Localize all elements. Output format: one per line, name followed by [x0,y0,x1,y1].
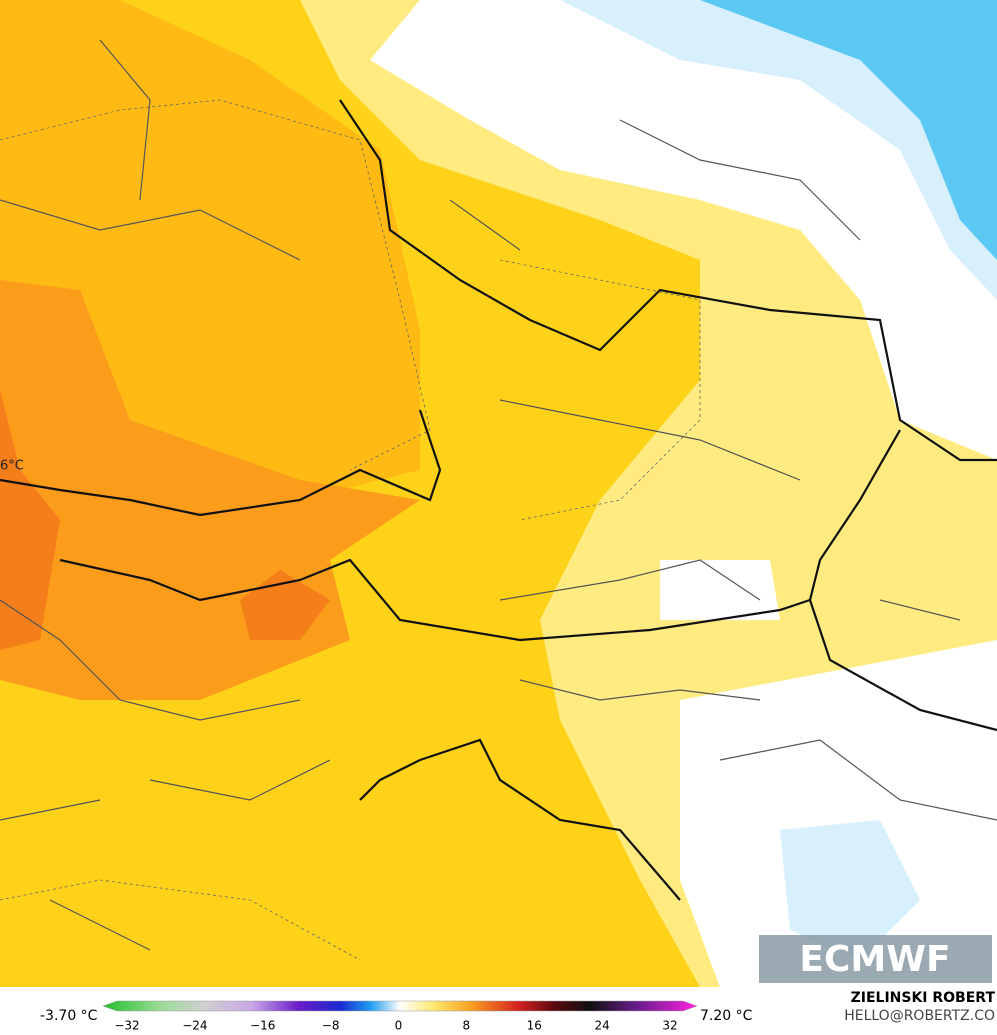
colorbar [102,1000,698,1012]
colorbar-tick-label: 0 [395,1019,403,1033]
logo-box [759,935,992,983]
colorbar-tick-label: −16 [250,1019,275,1033]
legend-min: -3.70 °C [40,1008,98,1024]
legend: -3.70 °C 7.20 °C −32 −24 −16 −8 0 8 16 24 32 ZIE… [0,987,997,1035]
field-neutral [370,0,997,987]
field-cold [700,0,997,260]
region-border [0,39,997,951]
field-warmest [0,390,330,650]
colorbar-tick-label: −32 [114,1019,139,1033]
contour-label: 6°C [0,459,24,474]
colorbar-tick-label: 16 [527,1019,542,1033]
map: 6°C ECMWF [0,0,997,987]
colorbar-ticks: −32 −24 −16 −8 0 8 16 24 32 [114,1019,677,1033]
country-border [0,99,997,901]
colorbar-tick-label: 8 [463,1019,471,1033]
credit-name: ZIELINSKI ROBERT [851,990,996,1006]
colorbar-tick-label: −8 [322,1019,340,1033]
contour-line [0,99,701,961]
logo: ECMWF [799,939,950,980]
credit-email: HELLO@ROBERTZ.CO [844,1008,995,1024]
colorbar-tick-label: 24 [594,1019,609,1033]
legend-max: 7.20 °C [700,1008,753,1024]
colorbar-tick-label: −24 [182,1019,207,1033]
colorbar-tick-label: 32 [662,1019,677,1033]
